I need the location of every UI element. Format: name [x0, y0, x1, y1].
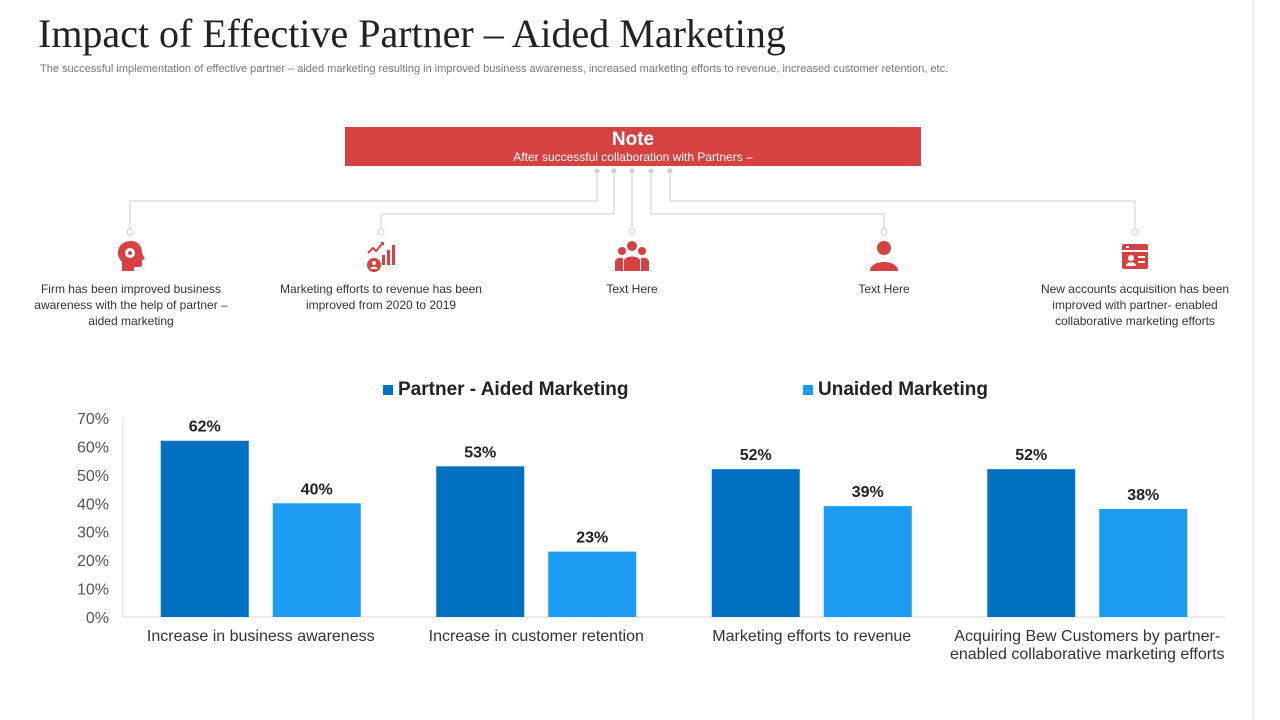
bar [711, 469, 800, 617]
legend-swatch-unaided [803, 385, 813, 395]
bar [987, 469, 1076, 617]
x-tick-label: enabled collaborative marketing efforts [950, 646, 1225, 663]
feature-text: Marketing efforts to revenue has been im… [280, 282, 482, 312]
feature-team: Text Here [572, 239, 692, 297]
data-label: 23% [576, 530, 608, 547]
feature-new-accounts: New accounts acquisition has been improv… [1025, 239, 1245, 329]
legend-swatch-partner [383, 385, 393, 395]
page-subtitle: The successful implementation of effecti… [40, 63, 949, 75]
bar [823, 506, 912, 617]
x-tick-label: Marketing efforts to revenue [712, 628, 911, 645]
note-banner: Note After successful collaboration with… [345, 127, 921, 166]
id-card-icon [1025, 239, 1245, 275]
y-tick-label: 40% [77, 496, 109, 513]
feature-text: Text Here [858, 282, 910, 296]
page-title: Impact of Effective Partner – Aided Mark… [38, 11, 786, 56]
bar [548, 551, 637, 617]
data-label: 39% [852, 484, 884, 501]
bar [1099, 508, 1188, 617]
feature-text: Firm has been improved business awarenes… [34, 282, 228, 328]
team-icon [572, 239, 692, 275]
feature-text: Text Here [606, 282, 658, 296]
legend-item-partner: Partner - Aided Marketing [383, 379, 629, 401]
data-label: 52% [1015, 447, 1047, 464]
y-tick-label: 50% [77, 468, 109, 485]
head-gear-icon [26, 239, 236, 275]
legend-label-unaided: Unaided Marketing [818, 379, 988, 400]
note-title: Note [611, 129, 655, 150]
x-tick-label: Acquiring Bew Customers by partner- [954, 628, 1220, 645]
divider [1253, 0, 1254, 720]
growth-chart-icon [266, 239, 496, 275]
legend-item-unaided: Unaided Marketing [803, 379, 988, 401]
legend-label-partner: Partner - Aided Marketing [398, 379, 629, 400]
data-label: 62% [189, 419, 221, 436]
data-label: 53% [464, 444, 496, 461]
data-label: 40% [301, 481, 333, 498]
data-label: 38% [1127, 487, 1159, 504]
x-tick-label: Increase in customer retention [429, 628, 644, 645]
x-tick-label: Increase in business awareness [147, 628, 375, 645]
y-tick-label: 20% [77, 553, 109, 570]
feature-marketing-efforts: Marketing efforts to revenue has been im… [266, 239, 496, 313]
feature-text: New accounts acquisition has been improv… [1040, 282, 1230, 328]
feature-person: Text Here [824, 239, 944, 297]
y-tick-label: 10% [77, 582, 109, 599]
y-tick-label: 30% [77, 525, 109, 542]
bar [436, 466, 525, 617]
y-tick-label: 0% [86, 610, 109, 627]
person-icon [824, 239, 944, 275]
bar [160, 440, 249, 617]
feature-business-awareness: Firm has been improved business awarenes… [26, 239, 236, 329]
y-tick-label: 70% [77, 411, 109, 428]
data-label: 52% [740, 447, 772, 464]
bar [272, 503, 361, 617]
note-text: After successful collaboration with Part… [513, 150, 753, 164]
y-tick-label: 60% [77, 439, 109, 456]
connector-lines [126, 168, 1139, 236]
